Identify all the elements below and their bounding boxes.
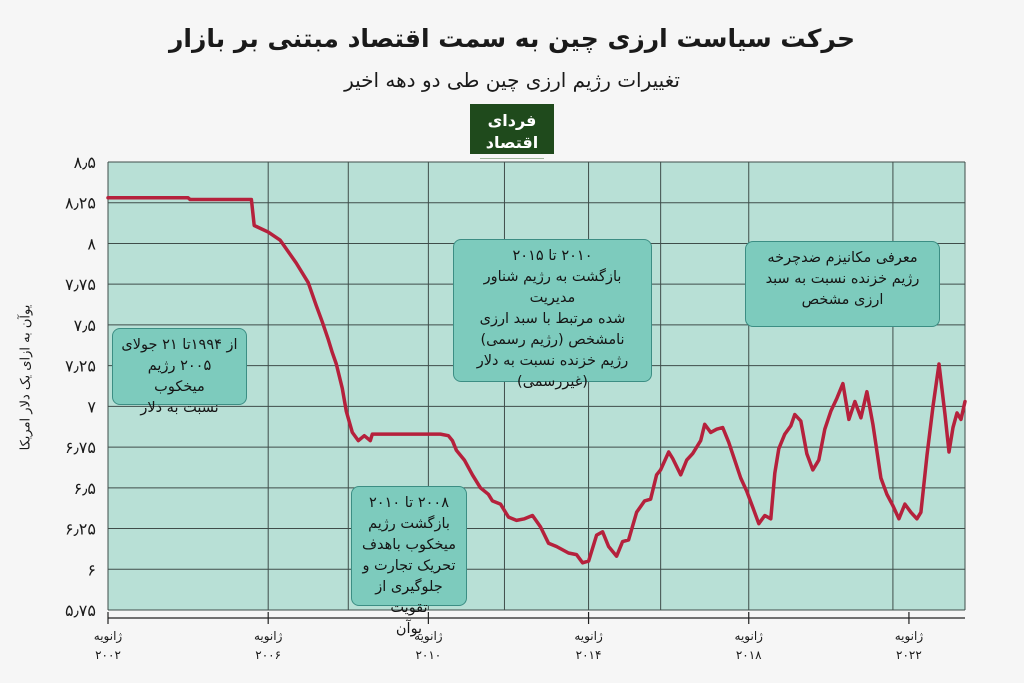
y-tick-label: ۷٫۲۵	[65, 357, 96, 376]
annotation-line: رژیم خزنده نسبت به سبد	[765, 271, 920, 287]
annotation-managed-float-2010-2015: ۲۰۱۰ تا ۲۰۱۵ بازگشت به رژیم شناور مدیریت ش…	[453, 239, 652, 390]
x-tick-year-label: ۲۰۱۴	[576, 648, 602, 662]
x-axis: ژانویه ۲۰۰۲ ژانویه ۲۰۰۶ ژانویه ۲۰۱۰ ژانویه ۲۰۱۴…	[94, 612, 965, 662]
y-axis-ticks: ۵٫۷۵ ۶ ۶٫۲۵ ۶٫۵ ۶٫۷۵ ۷ ۷٫۲۵ ۷٫۵ ۷٫۷۵ ۸ ۸٫۲۵ ۸٫۵	[65, 153, 96, 620]
plot-area	[108, 162, 965, 610]
annotation-line: شده مرتبط با سبد ارزی	[479, 311, 626, 327]
annotation-line: بازگشت به رژیم شناور مدیریت	[483, 269, 622, 306]
x-tick-year-label: ۲۰۰۲	[95, 648, 121, 662]
series-line-usd-cny	[106, 196, 967, 565]
annotation-countercyclical-factor: معرفی مکانیزم ضدچرخه رژیم خزنده نسبت به س…	[745, 241, 940, 327]
y-axis-label: یوآن به ازای یک دلار امریکا	[18, 304, 34, 451]
annotation-line: معرفی مکانیزم ضدچرخه	[767, 250, 918, 266]
x-tick-month-label: ژانویه	[895, 629, 924, 644]
chart-title: حرکت سیاست ارزی چین به سمت اقتصاد مبتنی …	[169, 24, 855, 53]
annotation-line: تحریک تجارت و	[362, 558, 456, 574]
annotation-peg-1994-2005: از ۱۹۹۴تا ۲۱ جولای ۲۰۰۵ رژیم میخکوب نسبت ب…	[112, 328, 247, 416]
annotation-line: نسبت به دلار	[140, 400, 219, 416]
y-tick-label: ۶	[87, 560, 96, 579]
chart-subtitle: تغییرات رژیم ارزی چین طی دو دهه اخیر	[344, 68, 680, 92]
logo-underline	[480, 158, 544, 163]
y-tick-label: ۷	[87, 397, 96, 416]
x-tick-month-label: ژانویه	[574, 629, 603, 644]
x-tick-month-label: ژانویه	[254, 629, 283, 644]
annotation-line: میخکوب باهدف	[361, 537, 456, 553]
annotation-line: ۲۰۰۵ رژیم میخکوب	[147, 358, 212, 395]
annotation-repeg-2008-2010: ۲۰۰۸ تا ۲۰۱۰ بازگشت رژیم میخکوب باهدف تحریک…	[351, 486, 467, 637]
x-tick-month-label: ژانویه	[735, 629, 764, 644]
y-tick-label: ۷٫۷۵	[65, 275, 96, 294]
annotation-line: بازگشت رژیم	[368, 516, 450, 532]
y-tick-label: ۸٫۲۵	[65, 194, 96, 213]
annotation-line: یوآن	[395, 621, 423, 637]
logo-text: فردای اقتصاد	[485, 111, 539, 152]
y-tick-label: ۸	[87, 234, 96, 253]
annotation-line: از ۱۹۹۴تا ۲۱ جولای	[121, 337, 238, 353]
annotation-line: (غیررسمی)	[517, 374, 588, 390]
x-tick-year-label: ۲۰۱۰	[415, 648, 441, 662]
x-tick-year-label: ۲۰۲۲	[896, 648, 922, 662]
annotation-line: ۲۰۱۰ تا ۲۰۱۵	[512, 248, 593, 264]
y-tick-label: ۶٫۵	[74, 479, 96, 498]
annotation-line: نامشخص (رژیم رسمی)	[480, 332, 625, 348]
annotation-line: رژیم خزنده نسبت به دلار	[476, 353, 629, 369]
y-tick-label: ۶٫۲۵	[65, 520, 96, 539]
annotation-line: ارزی مشخص	[801, 292, 884, 308]
x-tick-year-label: ۲۰۱۸	[736, 648, 762, 662]
annotation-line: ۲۰۰۸ تا ۲۰۱۰	[369, 495, 449, 511]
brand-logo: فردای اقتصاد	[470, 104, 554, 159]
y-tick-label: ۵٫۷۵	[65, 601, 96, 620]
y-tick-label: ۸٫۵	[74, 153, 96, 172]
y-tick-label: ۷٫۵	[74, 316, 96, 335]
annotation-line: جلوگیری از تقویت	[375, 579, 443, 616]
x-tick-month-label: ژانویه	[94, 629, 123, 644]
y-tick-label: ۶٫۷۵	[65, 438, 96, 457]
x-tick-month-label: ژانویه	[414, 629, 443, 644]
x-tick-year-label: ۲۰۰۶	[255, 648, 281, 662]
